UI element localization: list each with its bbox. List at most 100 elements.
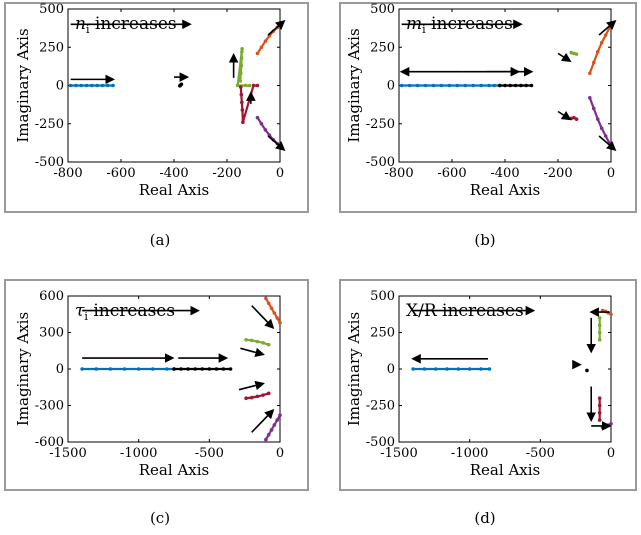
data-point (266, 301, 271, 306)
data-point (255, 339, 260, 344)
data-point (591, 106, 596, 111)
x-axis-label: Real Axis (470, 461, 540, 479)
data-point (251, 83, 256, 88)
data-point (278, 413, 282, 418)
data-point (597, 316, 602, 320)
x-tick-label: 0 (607, 166, 615, 181)
series (235, 46, 252, 88)
y-tick-label: 600 (39, 289, 64, 304)
data-point (255, 394, 260, 399)
data-point (90, 83, 94, 88)
data-point (207, 367, 212, 371)
data-point (240, 46, 244, 51)
series (264, 296, 282, 325)
data-point (574, 52, 579, 56)
y-tick-label: -500 (35, 155, 64, 170)
data-point (609, 421, 613, 426)
data-point (214, 367, 219, 371)
x-tick-label: 0 (276, 446, 284, 461)
data-point (445, 367, 449, 371)
trend-arrow (267, 135, 286, 152)
data-point (471, 83, 476, 88)
data-point (595, 50, 600, 54)
y-axis-label: Imaginary Axis (14, 312, 32, 426)
data-point (80, 367, 84, 371)
data-point (423, 83, 428, 88)
series (172, 367, 233, 371)
data-point (508, 83, 513, 88)
series (399, 83, 502, 88)
series (178, 82, 184, 88)
panel-c: (c) -1500 -1000 -500 0 600 300 0 -300 -600 Real A… (4, 279, 309, 527)
data-point (272, 311, 277, 315)
y-axis-label: Imaginary Axis (345, 312, 363, 426)
panel-a: (a) -800 -600 -400 -200 0 500 250 0 -250 -500 Real… (4, 2, 309, 249)
data-point (597, 338, 602, 342)
data-point (244, 396, 248, 401)
data-point (186, 367, 190, 371)
x-axis-label: Real Axis (470, 181, 540, 199)
y-tick-label: -300 (35, 399, 64, 414)
data-point (261, 341, 265, 345)
x-tick-label: 0 (607, 446, 615, 461)
data-point (597, 330, 602, 335)
data-point (239, 63, 244, 68)
data-point (74, 83, 78, 88)
panel-caption: (a) (150, 231, 171, 249)
data-point (179, 367, 183, 371)
data-point (239, 92, 244, 97)
data-point (597, 396, 602, 401)
data-point (275, 316, 279, 320)
data-point (597, 403, 602, 408)
data-point (263, 128, 268, 132)
x-tick-label: -800 (384, 166, 413, 181)
data-point (599, 126, 604, 131)
data-point (492, 83, 497, 88)
panel-b: (b) -800 -600 -400 -200 0 500 250 0 -250 -500 Real… (339, 2, 637, 249)
x-tick-label: -1500 (49, 446, 86, 461)
data-point (235, 83, 240, 88)
x-tick-label: -200 (212, 166, 241, 181)
data-point (240, 108, 245, 112)
y-tick-label: -500 (366, 155, 395, 170)
data-point (513, 83, 518, 88)
data-point (574, 117, 579, 121)
trend-arrow (251, 305, 275, 330)
data-point (100, 83, 105, 88)
y-tick-label: 0 (56, 362, 64, 377)
data-point (595, 117, 600, 121)
data-point (588, 95, 592, 100)
data-point (228, 367, 233, 371)
series (238, 83, 260, 125)
data-point (238, 85, 243, 89)
data-point (585, 368, 589, 373)
y-tick-label: 0 (387, 79, 395, 94)
y-axis-label: Imaginary Axis (14, 28, 32, 142)
y-tick-label: -250 (366, 117, 395, 132)
data-point (84, 83, 89, 88)
data-point (151, 367, 155, 371)
data-point (241, 120, 245, 125)
data-point (240, 100, 244, 105)
x-tick-label: -600 (437, 166, 466, 181)
data-point (79, 83, 84, 88)
data-point (244, 338, 248, 342)
series (244, 391, 271, 401)
trend-arrow (557, 52, 572, 63)
y-tick-label: 500 (370, 289, 395, 304)
data-point (487, 367, 492, 371)
series (585, 368, 589, 373)
data-point (603, 134, 608, 138)
data-point (433, 367, 438, 371)
data-point (259, 121, 264, 126)
data-point (200, 367, 205, 371)
data-point (524, 83, 528, 88)
y-tick-label: 300 (39, 326, 64, 341)
data-point (455, 83, 460, 88)
data-point (111, 83, 115, 88)
series (597, 316, 602, 342)
panel-caption: (b) (474, 231, 495, 249)
data-point (264, 437, 268, 442)
data-point (264, 296, 268, 301)
